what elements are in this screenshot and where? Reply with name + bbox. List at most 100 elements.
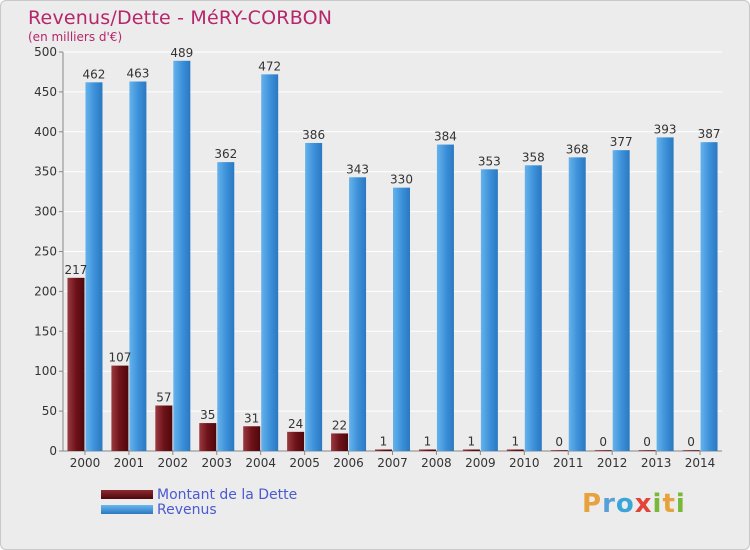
bar-dette — [594, 450, 612, 451]
bar-revenus — [217, 162, 235, 451]
bar-revenus — [436, 144, 454, 451]
data-label-revenus: 384 — [434, 130, 457, 144]
x-tick-label: 2002 — [158, 456, 189, 470]
legend-label-dette: Montant de la Dette — [157, 486, 298, 503]
data-label-dette: 0 — [643, 435, 651, 449]
bar-revenus — [612, 150, 630, 452]
bar-dette — [155, 405, 173, 451]
data-label-dette: 1 — [511, 435, 519, 449]
bar-dette — [67, 277, 85, 451]
data-label-dette: 35 — [200, 408, 215, 422]
bar-dette — [682, 450, 700, 451]
x-tick-label: 2001 — [114, 456, 145, 470]
data-label-revenus: 362 — [214, 147, 237, 161]
logo-letter: i — [652, 489, 663, 519]
legend-item-revenus: Revenus — [101, 501, 297, 518]
logo-letter: r — [602, 489, 616, 519]
data-label-dette: 57 — [156, 391, 171, 405]
legend-swatch-dette — [101, 490, 153, 499]
logo-letter: x — [634, 489, 653, 519]
y-tick-label: 0 — [49, 444, 57, 458]
bar-revenus — [393, 187, 410, 451]
data-label-revenus: 393 — [654, 122, 677, 136]
data-label-revenus: 330 — [390, 173, 413, 187]
legend: Montant de la Dette Revenus — [101, 486, 298, 518]
data-label-revenus: 462 — [83, 67, 106, 81]
x-tick-label: 2003 — [201, 456, 232, 470]
x-tick-label: 2008 — [421, 456, 452, 470]
data-label-revenus: 377 — [610, 135, 633, 149]
y-tick-label: 500 — [34, 45, 57, 59]
y-tick-label: 300 — [34, 205, 57, 219]
chart-subtitle: (en milliers d'€) — [28, 30, 123, 44]
bar-revenus — [261, 74, 279, 452]
logo-letter: t — [662, 489, 676, 519]
data-label-revenus: 343 — [346, 162, 369, 176]
x-tick-label: 2005 — [289, 456, 320, 470]
data-label-revenus: 386 — [302, 128, 325, 142]
y-tick-label: 200 — [34, 284, 57, 298]
bar-revenus — [568, 157, 586, 451]
bar-dette — [111, 365, 129, 451]
bar-revenus — [85, 82, 103, 451]
data-label-dette: 217 — [65, 263, 88, 277]
bar-dette — [550, 450, 568, 451]
bar-dette — [331, 433, 349, 451]
bar-revenus — [305, 142, 323, 452]
bar-revenus — [173, 60, 191, 451]
proxiti-logo: Proxiti — [582, 489, 686, 519]
x-tick-label: 2006 — [333, 456, 364, 470]
y-tick-label: 50 — [42, 404, 57, 418]
chart-title: Revenus/Dette - MéRY-CORBON — [28, 7, 333, 29]
data-label-revenus: 387 — [698, 127, 721, 141]
bar-dette — [506, 449, 524, 451]
data-label-dette: 31 — [244, 411, 259, 425]
y-tick-label: 100 — [34, 364, 57, 378]
data-label-dette: 0 — [555, 435, 563, 449]
x-tick-label: 2007 — [377, 456, 408, 470]
data-label-dette: 0 — [599, 435, 607, 449]
data-label-revenus: 358 — [522, 150, 545, 164]
data-label-dette: 0 — [687, 435, 695, 449]
x-tick-label: 2009 — [465, 456, 496, 470]
data-label-dette: 1 — [424, 435, 432, 449]
x-tick-label: 2012 — [597, 456, 628, 470]
bar-dette — [243, 426, 261, 451]
bar-revenus — [129, 81, 147, 451]
logo-letter: P — [582, 489, 603, 519]
legend-label-revenus: Revenus — [157, 501, 217, 518]
bar-revenus — [349, 177, 367, 451]
x-tick-label: 2014 — [685, 456, 716, 470]
data-label-revenus: 463 — [126, 67, 149, 81]
x-tick-label: 2010 — [509, 456, 540, 470]
bar-dette — [462, 449, 480, 451]
data-label-dette: 24 — [288, 417, 303, 431]
data-label-revenus: 353 — [478, 154, 501, 168]
y-tick-label: 150 — [34, 324, 57, 338]
bar-revenus — [480, 169, 498, 451]
x-tick-label: 2013 — [641, 456, 672, 470]
logo-letter: o — [615, 489, 635, 519]
data-label-revenus: 489 — [170, 46, 193, 60]
data-label-dette: 22 — [332, 418, 347, 432]
bar-revenus — [656, 137, 674, 452]
legend-item-dette: Montant de la Dette — [101, 486, 298, 503]
x-tick-label: 2000 — [70, 456, 101, 470]
y-tick-label: 250 — [34, 245, 57, 259]
bar-dette — [418, 449, 436, 451]
legend-swatch-revenus — [101, 505, 153, 514]
y-tick-label: 400 — [34, 125, 57, 139]
bar-dette — [375, 449, 392, 451]
bar-dette — [638, 450, 656, 451]
y-tick-label: 350 — [34, 165, 57, 179]
data-label-revenus: 368 — [566, 142, 589, 156]
bar-dette — [199, 423, 217, 451]
bar-dette — [287, 431, 305, 451]
data-label-dette: 1 — [468, 435, 476, 449]
data-label-dette: 107 — [108, 351, 131, 365]
x-tick-label: 2011 — [553, 456, 584, 470]
y-tick-label: 450 — [34, 85, 57, 99]
x-tick-label: 2004 — [245, 456, 276, 470]
